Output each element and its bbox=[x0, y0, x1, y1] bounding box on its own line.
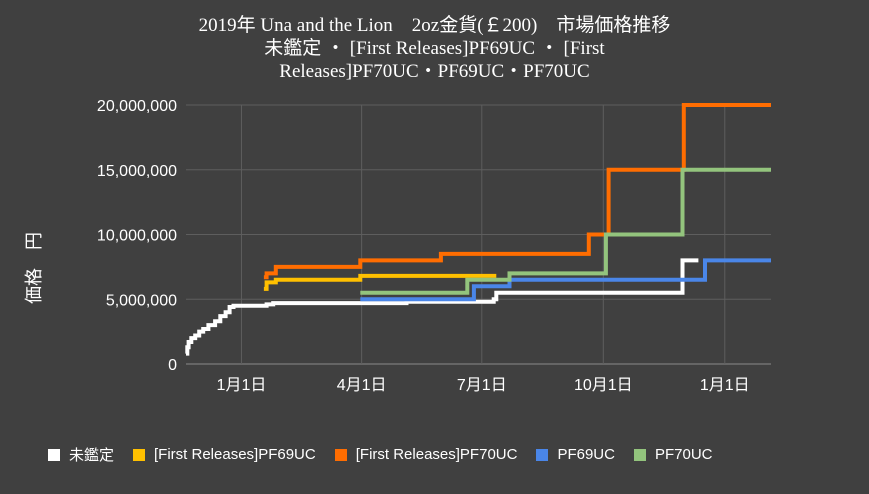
y-axis-ticks: 0 5,000,000 10,000,000 15,000,000 20,000,000 bbox=[97, 98, 177, 374]
x-axis-ticks: 1月1日 4月1日 7月1日 10月1日 1月1日 bbox=[217, 377, 750, 394]
legend-item: 未鑑定 bbox=[48, 444, 114, 465]
legend-swatch bbox=[133, 448, 146, 461]
y-tick-label: 0 bbox=[168, 357, 177, 374]
series-line-1 bbox=[263, 273, 497, 291]
series-lines bbox=[185, 103, 771, 356]
legend-label: PF69UC bbox=[557, 446, 615, 463]
legend-item: [First Releases]PF70UC bbox=[334, 446, 518, 463]
legend-swatch bbox=[48, 448, 60, 461]
legend-label: 未鑑定 bbox=[69, 447, 115, 464]
y-tick-label: 15,000,000 bbox=[97, 163, 177, 180]
series-line-3 bbox=[360, 258, 771, 302]
legend-item: PF70UC bbox=[633, 446, 713, 463]
x-tick-label: 7月1日 bbox=[457, 377, 507, 394]
legend-swatch bbox=[633, 448, 646, 461]
legend-swatch bbox=[536, 448, 549, 461]
x-tick-label: 4月1日 bbox=[337, 377, 387, 394]
y-axis-label: 価格 円 bbox=[24, 232, 44, 304]
legend-label: [First Releases]PF70UC bbox=[355, 446, 518, 463]
y-tick-label: 20,000,000 bbox=[97, 98, 177, 115]
legend-item: PF69UC bbox=[536, 446, 615, 463]
x-tick-label: 1月1日 bbox=[217, 377, 267, 394]
legend-label: PF70UC bbox=[654, 446, 713, 463]
series-line-2 bbox=[263, 103, 771, 280]
series-line-0 bbox=[185, 258, 699, 356]
series-line-4 bbox=[360, 167, 771, 295]
chart-title-line-2: 未鑑定 ・ [First Releases]PF69UC ・ [First bbox=[264, 38, 605, 59]
legend-item: [First Releases]PF69UC bbox=[133, 446, 316, 463]
legend-swatch bbox=[334, 448, 347, 461]
chart-legend: 未鑑定 [First Releases]PF69UC [First Releases… bbox=[48, 444, 732, 465]
y-tick-label: 5,000,000 bbox=[106, 292, 177, 309]
x-tick-label: 1月1日 bbox=[700, 377, 750, 394]
x-tick-label: 10月1日 bbox=[574, 377, 633, 394]
y-tick-label: 10,000,000 bbox=[97, 228, 177, 245]
chart-title: 2019年 Una and the Lion 2oz金貨(￡200) 市場価格推… bbox=[0, 14, 869, 83]
legend-label: [First Releases]PF69UC bbox=[154, 446, 316, 463]
chart-title-line-3: Releases]PF70UC・PF69UC・PF70UC bbox=[279, 61, 590, 82]
chart-title-line-1: 2019年 Una and the Lion 2oz金貨(￡200) 市場価格推… bbox=[198, 15, 671, 36]
